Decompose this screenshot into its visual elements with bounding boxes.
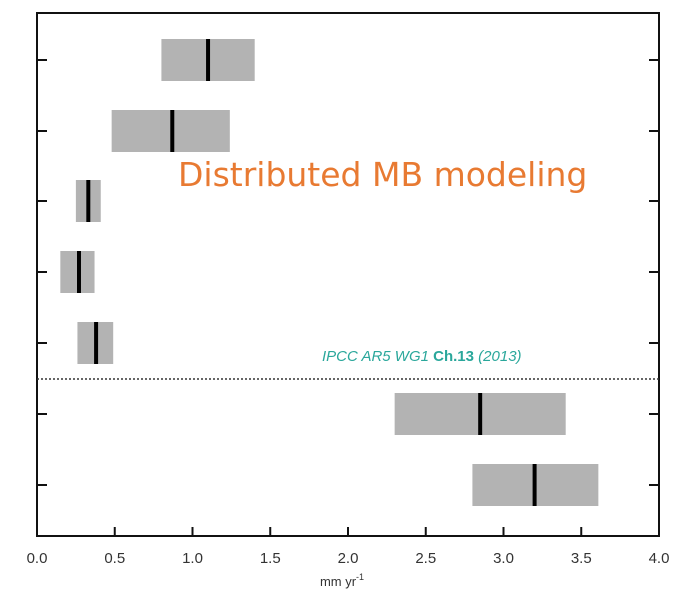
x-tick-label: 2.5 (415, 550, 436, 567)
x-tick-label: 1.5 (260, 550, 281, 567)
range-bars (60, 39, 599, 506)
annotation-ipcc: IPCC AR5 WG1 Ch.13 (2013) (322, 348, 522, 365)
x-tick-labels: 0.0 0.5 1.0 1.5 2.0 2.5 3.0 3.5 4.0 (27, 550, 670, 567)
x-axis-label-exp: -1 (356, 572, 364, 582)
x-axis-label: mm yr-1 (320, 572, 364, 589)
x-tick-label: 2.0 (338, 550, 359, 567)
annotation-ipcc-part1: IPCC AR5 WG1 (322, 348, 433, 365)
annotation-ipcc-part2: Ch.13 (433, 348, 474, 365)
x-tick-label: 0.0 (27, 550, 48, 567)
axis-ticks (36, 59, 660, 536)
x-axis-label-main: mm yr (320, 574, 357, 589)
x-tick-label: 4.0 (649, 550, 670, 567)
plot-frame (36, 12, 660, 537)
x-tick-label: 1.0 (182, 550, 203, 567)
annotation-distributed-mb: Distributed MB modeling (178, 155, 587, 194)
x-tick-label: 3.0 (493, 550, 514, 567)
x-tick-label: 3.5 (571, 550, 592, 567)
x-tick-label: 0.5 (104, 550, 125, 567)
annotation-ipcc-part3: (2013) (474, 348, 522, 365)
